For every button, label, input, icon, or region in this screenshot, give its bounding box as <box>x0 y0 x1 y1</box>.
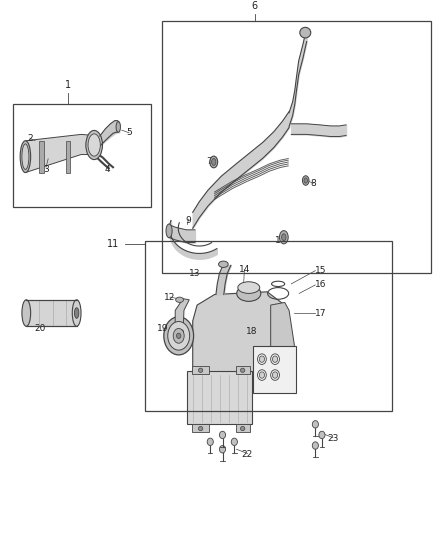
Polygon shape <box>25 134 94 173</box>
Text: 14: 14 <box>239 265 250 274</box>
Ellipse shape <box>74 308 79 318</box>
Ellipse shape <box>300 27 311 38</box>
Text: 20: 20 <box>35 325 46 334</box>
Text: 10: 10 <box>275 236 286 245</box>
Ellipse shape <box>164 317 194 355</box>
Ellipse shape <box>259 372 265 378</box>
Text: 19: 19 <box>157 325 169 334</box>
Ellipse shape <box>279 231 288 244</box>
Ellipse shape <box>207 438 213 446</box>
Text: 1: 1 <box>65 80 71 90</box>
Text: 6: 6 <box>252 1 258 11</box>
Ellipse shape <box>176 297 184 302</box>
Ellipse shape <box>22 144 29 169</box>
Bar <box>162 21 431 273</box>
Text: 21: 21 <box>198 424 209 433</box>
Ellipse shape <box>240 426 245 431</box>
Ellipse shape <box>219 431 226 439</box>
Ellipse shape <box>240 368 245 373</box>
Text: 12: 12 <box>164 293 176 302</box>
Ellipse shape <box>312 442 318 449</box>
Ellipse shape <box>173 328 184 343</box>
Text: 16: 16 <box>315 280 327 289</box>
Ellipse shape <box>177 333 181 338</box>
Ellipse shape <box>312 421 318 428</box>
Bar <box>236 424 250 432</box>
Text: 2: 2 <box>27 134 32 143</box>
Ellipse shape <box>198 368 203 373</box>
Text: 18: 18 <box>246 327 258 336</box>
Ellipse shape <box>219 261 228 268</box>
Ellipse shape <box>176 329 184 334</box>
Bar <box>253 346 296 392</box>
Text: 15: 15 <box>315 266 327 275</box>
Bar <box>66 141 70 173</box>
Text: 4: 4 <box>105 165 110 174</box>
Text: 5: 5 <box>126 128 132 138</box>
Ellipse shape <box>304 178 307 183</box>
Polygon shape <box>26 300 77 326</box>
Ellipse shape <box>212 158 216 165</box>
Ellipse shape <box>116 122 120 132</box>
Ellipse shape <box>88 134 100 156</box>
Ellipse shape <box>237 286 261 301</box>
Ellipse shape <box>72 300 81 326</box>
Ellipse shape <box>219 446 226 453</box>
Bar <box>192 424 209 432</box>
Text: 7: 7 <box>206 157 212 166</box>
Ellipse shape <box>22 300 31 326</box>
Ellipse shape <box>166 224 172 238</box>
Text: 22: 22 <box>242 450 253 459</box>
Ellipse shape <box>198 426 203 431</box>
Text: 13: 13 <box>189 269 201 278</box>
Bar <box>192 366 209 374</box>
Text: 9: 9 <box>185 216 191 225</box>
Ellipse shape <box>259 356 265 362</box>
Ellipse shape <box>20 141 31 173</box>
Text: 3: 3 <box>43 165 49 174</box>
Ellipse shape <box>86 131 102 159</box>
Text: 23: 23 <box>327 434 339 443</box>
Polygon shape <box>271 302 294 369</box>
Text: 8: 8 <box>310 179 316 188</box>
Ellipse shape <box>302 176 309 185</box>
Ellipse shape <box>238 282 260 293</box>
Ellipse shape <box>210 156 218 168</box>
Bar <box>39 141 44 173</box>
Bar <box>13 103 151 207</box>
Text: 11: 11 <box>107 239 120 249</box>
Ellipse shape <box>168 321 190 350</box>
Ellipse shape <box>319 431 325 439</box>
Ellipse shape <box>272 356 278 362</box>
Polygon shape <box>193 292 285 382</box>
Ellipse shape <box>282 234 286 241</box>
Ellipse shape <box>272 372 278 378</box>
Bar <box>236 366 250 374</box>
Ellipse shape <box>231 438 237 446</box>
Bar <box>187 372 252 424</box>
Polygon shape <box>175 298 189 332</box>
Text: 17: 17 <box>315 309 327 318</box>
Bar <box>145 241 392 411</box>
